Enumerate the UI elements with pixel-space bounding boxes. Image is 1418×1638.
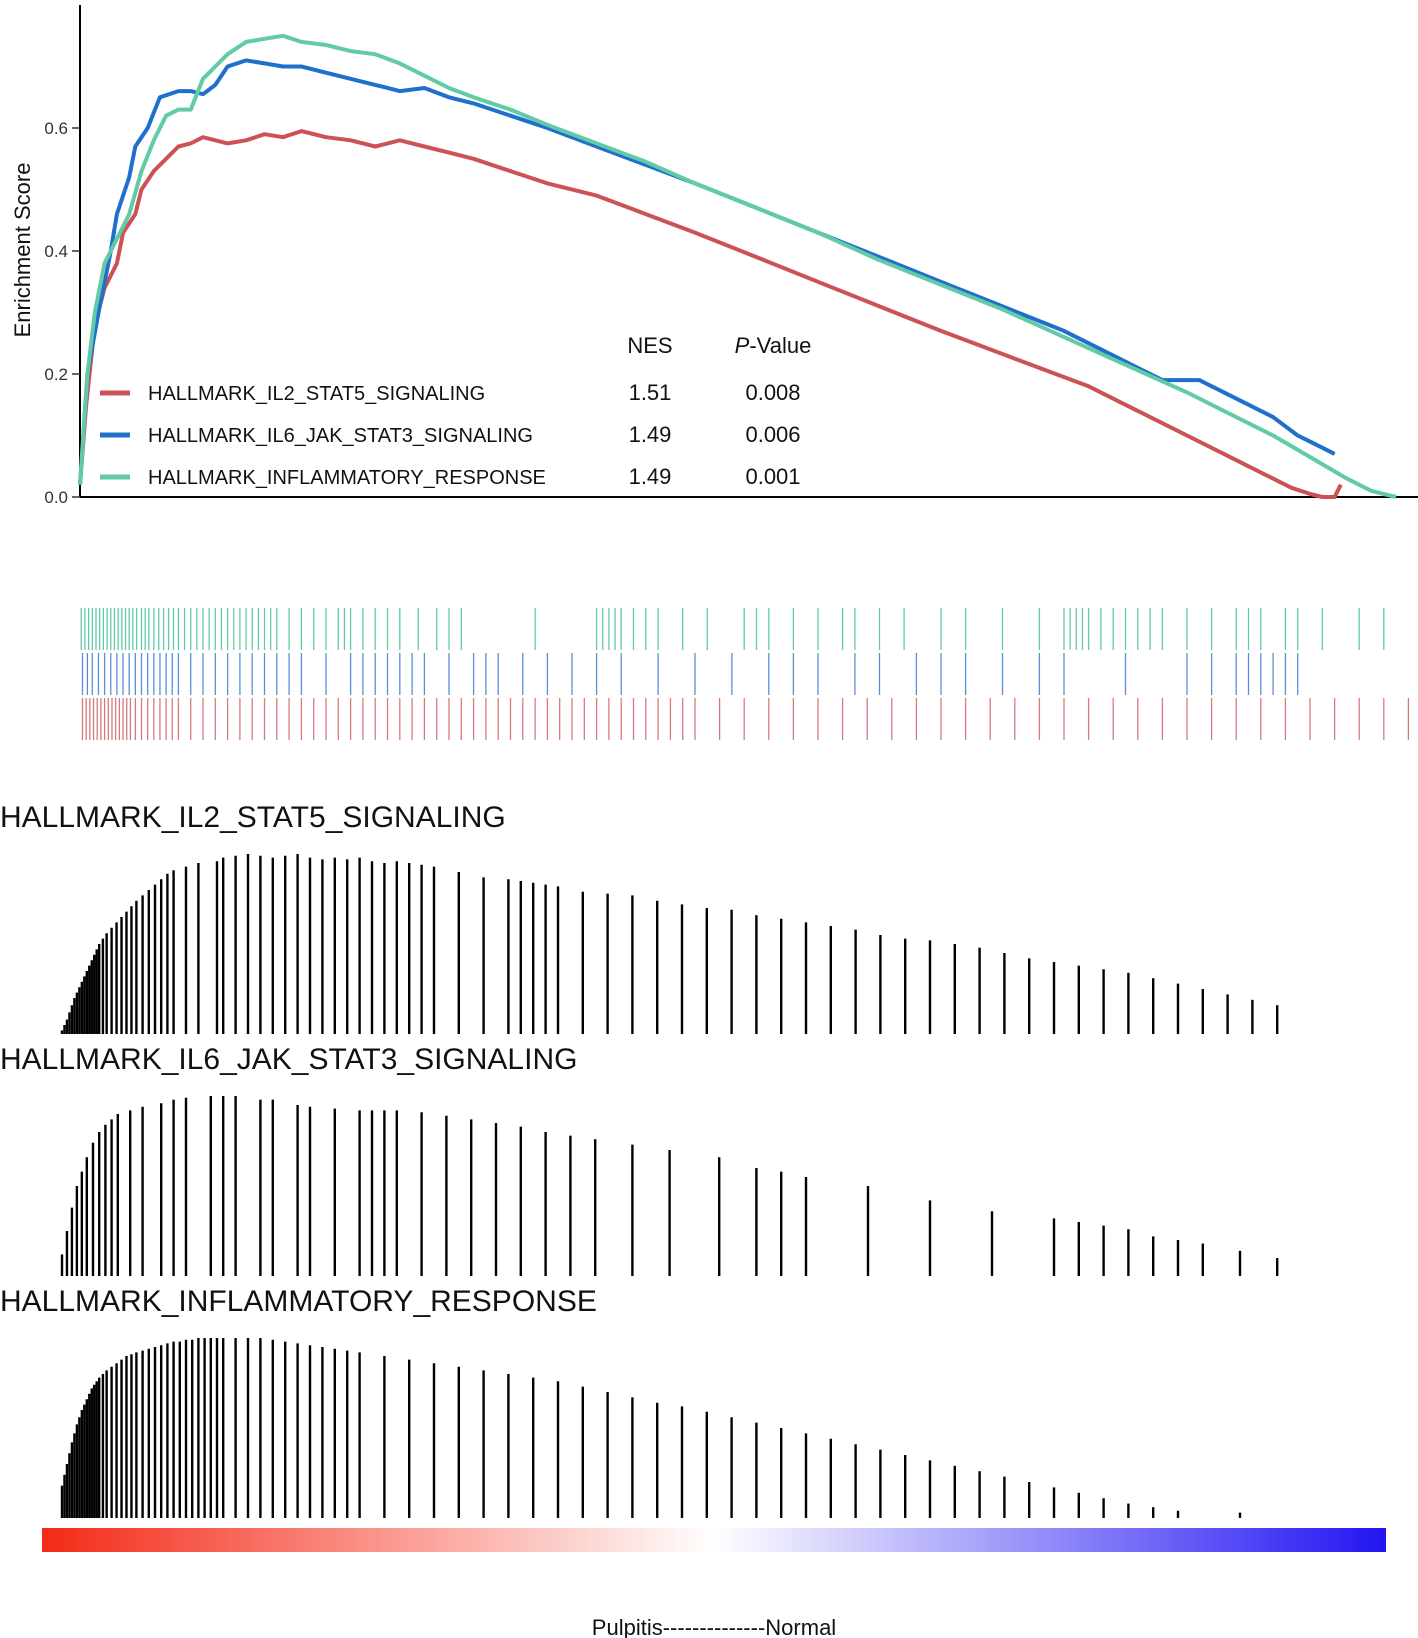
pvalue-header: P-Value [735,333,812,358]
y-tick-label: 0.2 [44,365,68,384]
legend-label: HALLMARK_INFLAMMATORY_RESPONSE [148,467,546,489]
enrichment-plot: 0.0 0.2 0.4 0.6 Enrichment Score NES P-Valu… [10,5,1418,507]
gradient-label: Pulpitis--------------Normal [592,1615,836,1638]
gene-panel-title: HALLMARK_IL6_JAK_STAT3_SIGNALING [0,1043,577,1076]
gradient-label-right: Normal [765,1615,836,1638]
legend-label: HALLMARK_IL2_STAT5_SIGNALING [148,383,485,405]
pvalue-value: 0.001 [745,464,800,489]
y-ticks: 0.0 0.2 0.4 0.6 [44,119,80,507]
gene-panel-2: HALLMARK_IL6_JAK_STAT3_SIGNALING [0,1043,1279,1276]
gene-panel-1: HALLMARK_IL2_STAT5_SIGNALING [0,801,1279,1034]
nes-header: NES [627,333,672,358]
pvalue-value: 0.006 [745,422,800,447]
y-axis-title: Enrichment Score [10,163,35,338]
legend-label: HALLMARK_IL6_JAK_STAT3_SIGNALING [148,425,533,447]
gene-panel-title: HALLMARK_INFLAMMATORY_RESPONSE [0,1285,597,1318]
gene-panel-title: HALLMARK_IL2_STAT5_SIGNALING [0,801,506,834]
es-line-2 [78,58,1336,485]
gradient-label-left: Pulpitis [592,1615,663,1638]
nes-value: 1.49 [629,422,672,447]
hit-strips [80,608,1410,740]
es-lines [78,33,1397,499]
gradient-bar [42,1528,1386,1552]
y-tick-label: 0.0 [44,488,68,507]
pvalue-header-rest: -Value [749,333,811,358]
gradient-separator: -------------- [663,1615,766,1638]
hit-strip-1 [80,608,1385,650]
es-line-3 [78,33,1397,499]
nes-value: 1.49 [629,464,672,489]
rank-gradient: Pulpitis--------------Normal [42,1528,1386,1638]
gene-panel-3: HALLMARK_INFLAMMATORY_RESPONSE [0,1285,1242,1518]
y-tick-label: 0.6 [44,119,68,138]
hit-strip-3 [81,698,1410,740]
hit-strip-2 [81,653,1299,695]
pvalue-header-italic: P [735,333,750,358]
legend: HALLMARK_IL2_STAT5_SIGNALING 1.51 0.008 HAL… [100,380,801,489]
pvalue-value: 0.008 [745,380,800,405]
nes-value: 1.51 [629,380,672,405]
es-line-1 [78,129,1343,499]
gene-panels: HALLMARK_IL2_STAT5_SIGNALING HALLMARK_IL6… [0,801,1279,1518]
y-tick-label: 0.4 [44,242,68,261]
